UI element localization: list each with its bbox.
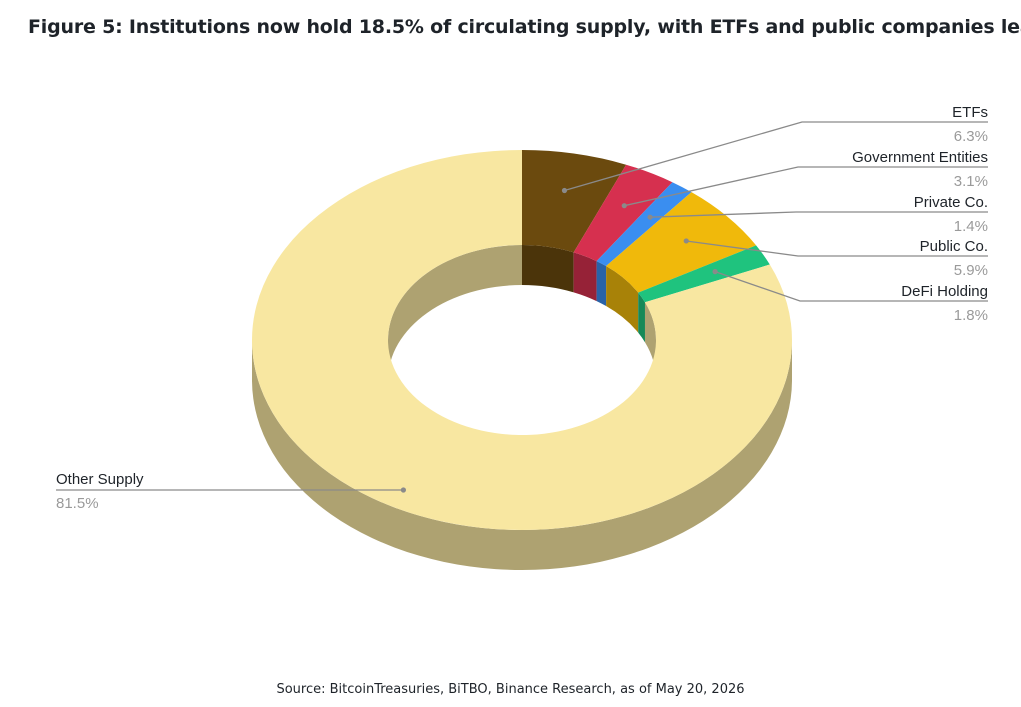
- slice-labels: ETFs 6.3% Government Entities 3.1% Private C…: [56, 104, 988, 512]
- label-name-defi-holding: DeFi Holding: [901, 283, 988, 300]
- label-name-private-co: Private Co.: [914, 194, 988, 211]
- label-name-other-supply: Other Supply: [56, 471, 144, 488]
- inner-wall-etfs: [522, 245, 574, 293]
- leader-dot-government-entities: [621, 203, 627, 209]
- inner-wall-defi-holding: [638, 292, 645, 343]
- label-value-defi-holding: 1.8%: [954, 307, 988, 324]
- donut-top-faces: [251, 150, 792, 530]
- slice-defi-holding: [638, 245, 770, 303]
- inner-wall-private-co: [596, 261, 607, 307]
- chart-source: Source: BitcoinTreasuries, BiTBO, Binanc…: [276, 682, 745, 697]
- inner-wall-government-entities: [573, 252, 597, 302]
- inner-wall-public-co: [606, 266, 639, 333]
- slice-government-entities: [573, 164, 673, 262]
- leader-line-defi-holding: [714, 271, 988, 302]
- leader-dot-etfs: [561, 187, 568, 194]
- label-value-etfs: 6.3%: [954, 128, 988, 145]
- leader-line-etfs: [564, 121, 988, 192]
- slice-other-supply: [251, 150, 792, 530]
- slice-public-co: [606, 192, 757, 293]
- chart-title: Figure 5: Institutions now hold 18.5% of…: [28, 16, 1021, 38]
- label-value-other-supply: 81.5%: [56, 495, 99, 512]
- label-value-government-entities: 3.1%: [954, 173, 988, 190]
- leader-line-government-entities: [624, 166, 988, 207]
- outer-wall-other-supply: [252, 340, 792, 570]
- leader-dot-public-co: [683, 238, 689, 244]
- slice-private-co: [596, 182, 692, 267]
- slice-etfs: [522, 150, 627, 253]
- label-name-etfs: ETFs: [952, 104, 988, 121]
- label-name-public-co: Public Co.: [920, 238, 988, 255]
- label-value-public-co: 5.9%: [954, 262, 988, 279]
- leader-dot-defi-holding: [712, 269, 718, 275]
- leader-dot-private-co: [647, 214, 653, 220]
- leader-line-private-co: [650, 211, 988, 218]
- label-name-government-entities: Government Entities: [852, 149, 988, 166]
- leader-dot-other-supply: [400, 487, 407, 493]
- inner-wall-other-supply: [388, 245, 522, 380]
- leader-line-public-co: [686, 240, 988, 257]
- label-value-private-co: 1.4%: [954, 218, 988, 235]
